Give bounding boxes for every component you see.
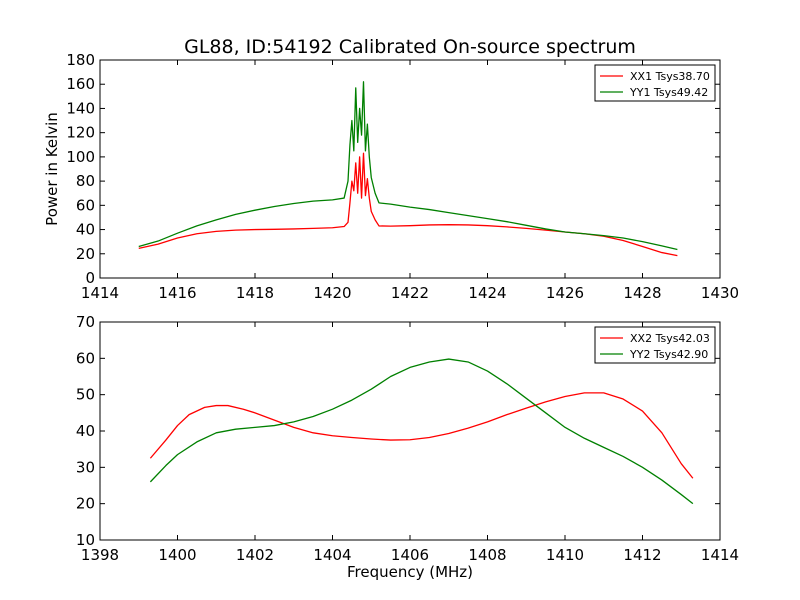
legend: XX2 Tsys42.03 YY2 Tsys42.90 — [594, 326, 716, 364]
y-tick-label: 40 — [76, 422, 95, 440]
legend-entry: XX2 Tsys42.03 — [630, 332, 710, 345]
legend-entry: YY2 Tsys42.90 — [629, 348, 708, 361]
x-tick-label: 1402 — [236, 546, 274, 564]
series-line-yy2 — [149, 358, 694, 505]
x-axis-label: Frequency (MHz) — [347, 563, 473, 581]
y-tick-label: 120 — [66, 124, 95, 142]
y-tick-label: 30 — [76, 458, 95, 476]
series-line-yy1 — [138, 81, 678, 251]
x-tick-label: 1406 — [391, 546, 429, 564]
bottom-spectrum-chart: Frequency (MHz) 1398 1400 1402 1404 1406 1408… — [76, 313, 739, 581]
x-tick-label: 1418 — [236, 284, 274, 302]
y-tick-label: 40 — [76, 221, 95, 239]
y-tick-label: 180 — [66, 51, 95, 69]
legend-entry: YY1 Tsys49.42 — [629, 86, 708, 99]
chart-title: GL88, ID:54192 Calibrated On-source spec… — [184, 36, 636, 58]
plot-area: 1398 1400 1402 1404 1406 1408 1410 1412 1414 10 20… — [76, 313, 739, 564]
top-spectrum-chart: GL88, ID:54192 Calibrated On-source spec… — [43, 36, 739, 302]
x-tick-label: 1424 — [468, 284, 506, 302]
x-tick-label: 1414 — [81, 284, 119, 302]
y-tick-label: 80 — [76, 172, 95, 190]
y-tick-label: 20 — [76, 245, 95, 263]
series-line-xx1 — [138, 152, 678, 257]
x-tick-label: 1410 — [546, 546, 584, 564]
x-tick-label: 1414 — [701, 546, 739, 564]
legend-entry: XX1 Tsys38.70 — [630, 70, 710, 83]
x-tick-label: 1430 — [701, 284, 739, 302]
y-tick-label: 20 — [76, 495, 95, 513]
y-tick-label: 60 — [76, 196, 95, 214]
y-tick-label: 10 — [76, 531, 95, 549]
y-tick-label: 50 — [76, 386, 95, 404]
y-tick-label: 160 — [66, 75, 95, 93]
x-tick-label: 1400 — [158, 546, 196, 564]
y-tick-label: 70 — [76, 313, 95, 331]
x-tick-label: 1408 — [468, 546, 506, 564]
x-tick-label: 1416 — [158, 284, 196, 302]
y-tick-label: 140 — [66, 99, 95, 117]
legend-box — [594, 64, 716, 102]
x-tick-label: 1404 — [313, 546, 351, 564]
y-tick-label: 60 — [76, 349, 95, 367]
legend: XX1 Tsys38.70 YY1 Tsys49.42 — [594, 64, 716, 102]
x-tick-label: 1426 — [546, 284, 584, 302]
series-line-xx2 — [149, 392, 694, 479]
x-tick-label: 1420 — [313, 284, 351, 302]
x-tick-label: 1428 — [623, 284, 661, 302]
y-axis-label: Power in Kelvin — [43, 112, 61, 226]
y-tick-label: 100 — [66, 148, 95, 166]
x-tick-label: 1412 — [623, 546, 661, 564]
y-tick-label: 0 — [85, 269, 95, 287]
legend-box — [594, 326, 716, 364]
x-tick-label: 1398 — [81, 546, 119, 564]
plot-area: 1414 1416 1418 1420 1422 1424 1426 1428 1430 0 20 4… — [66, 51, 739, 302]
x-tick-label: 1422 — [391, 284, 429, 302]
